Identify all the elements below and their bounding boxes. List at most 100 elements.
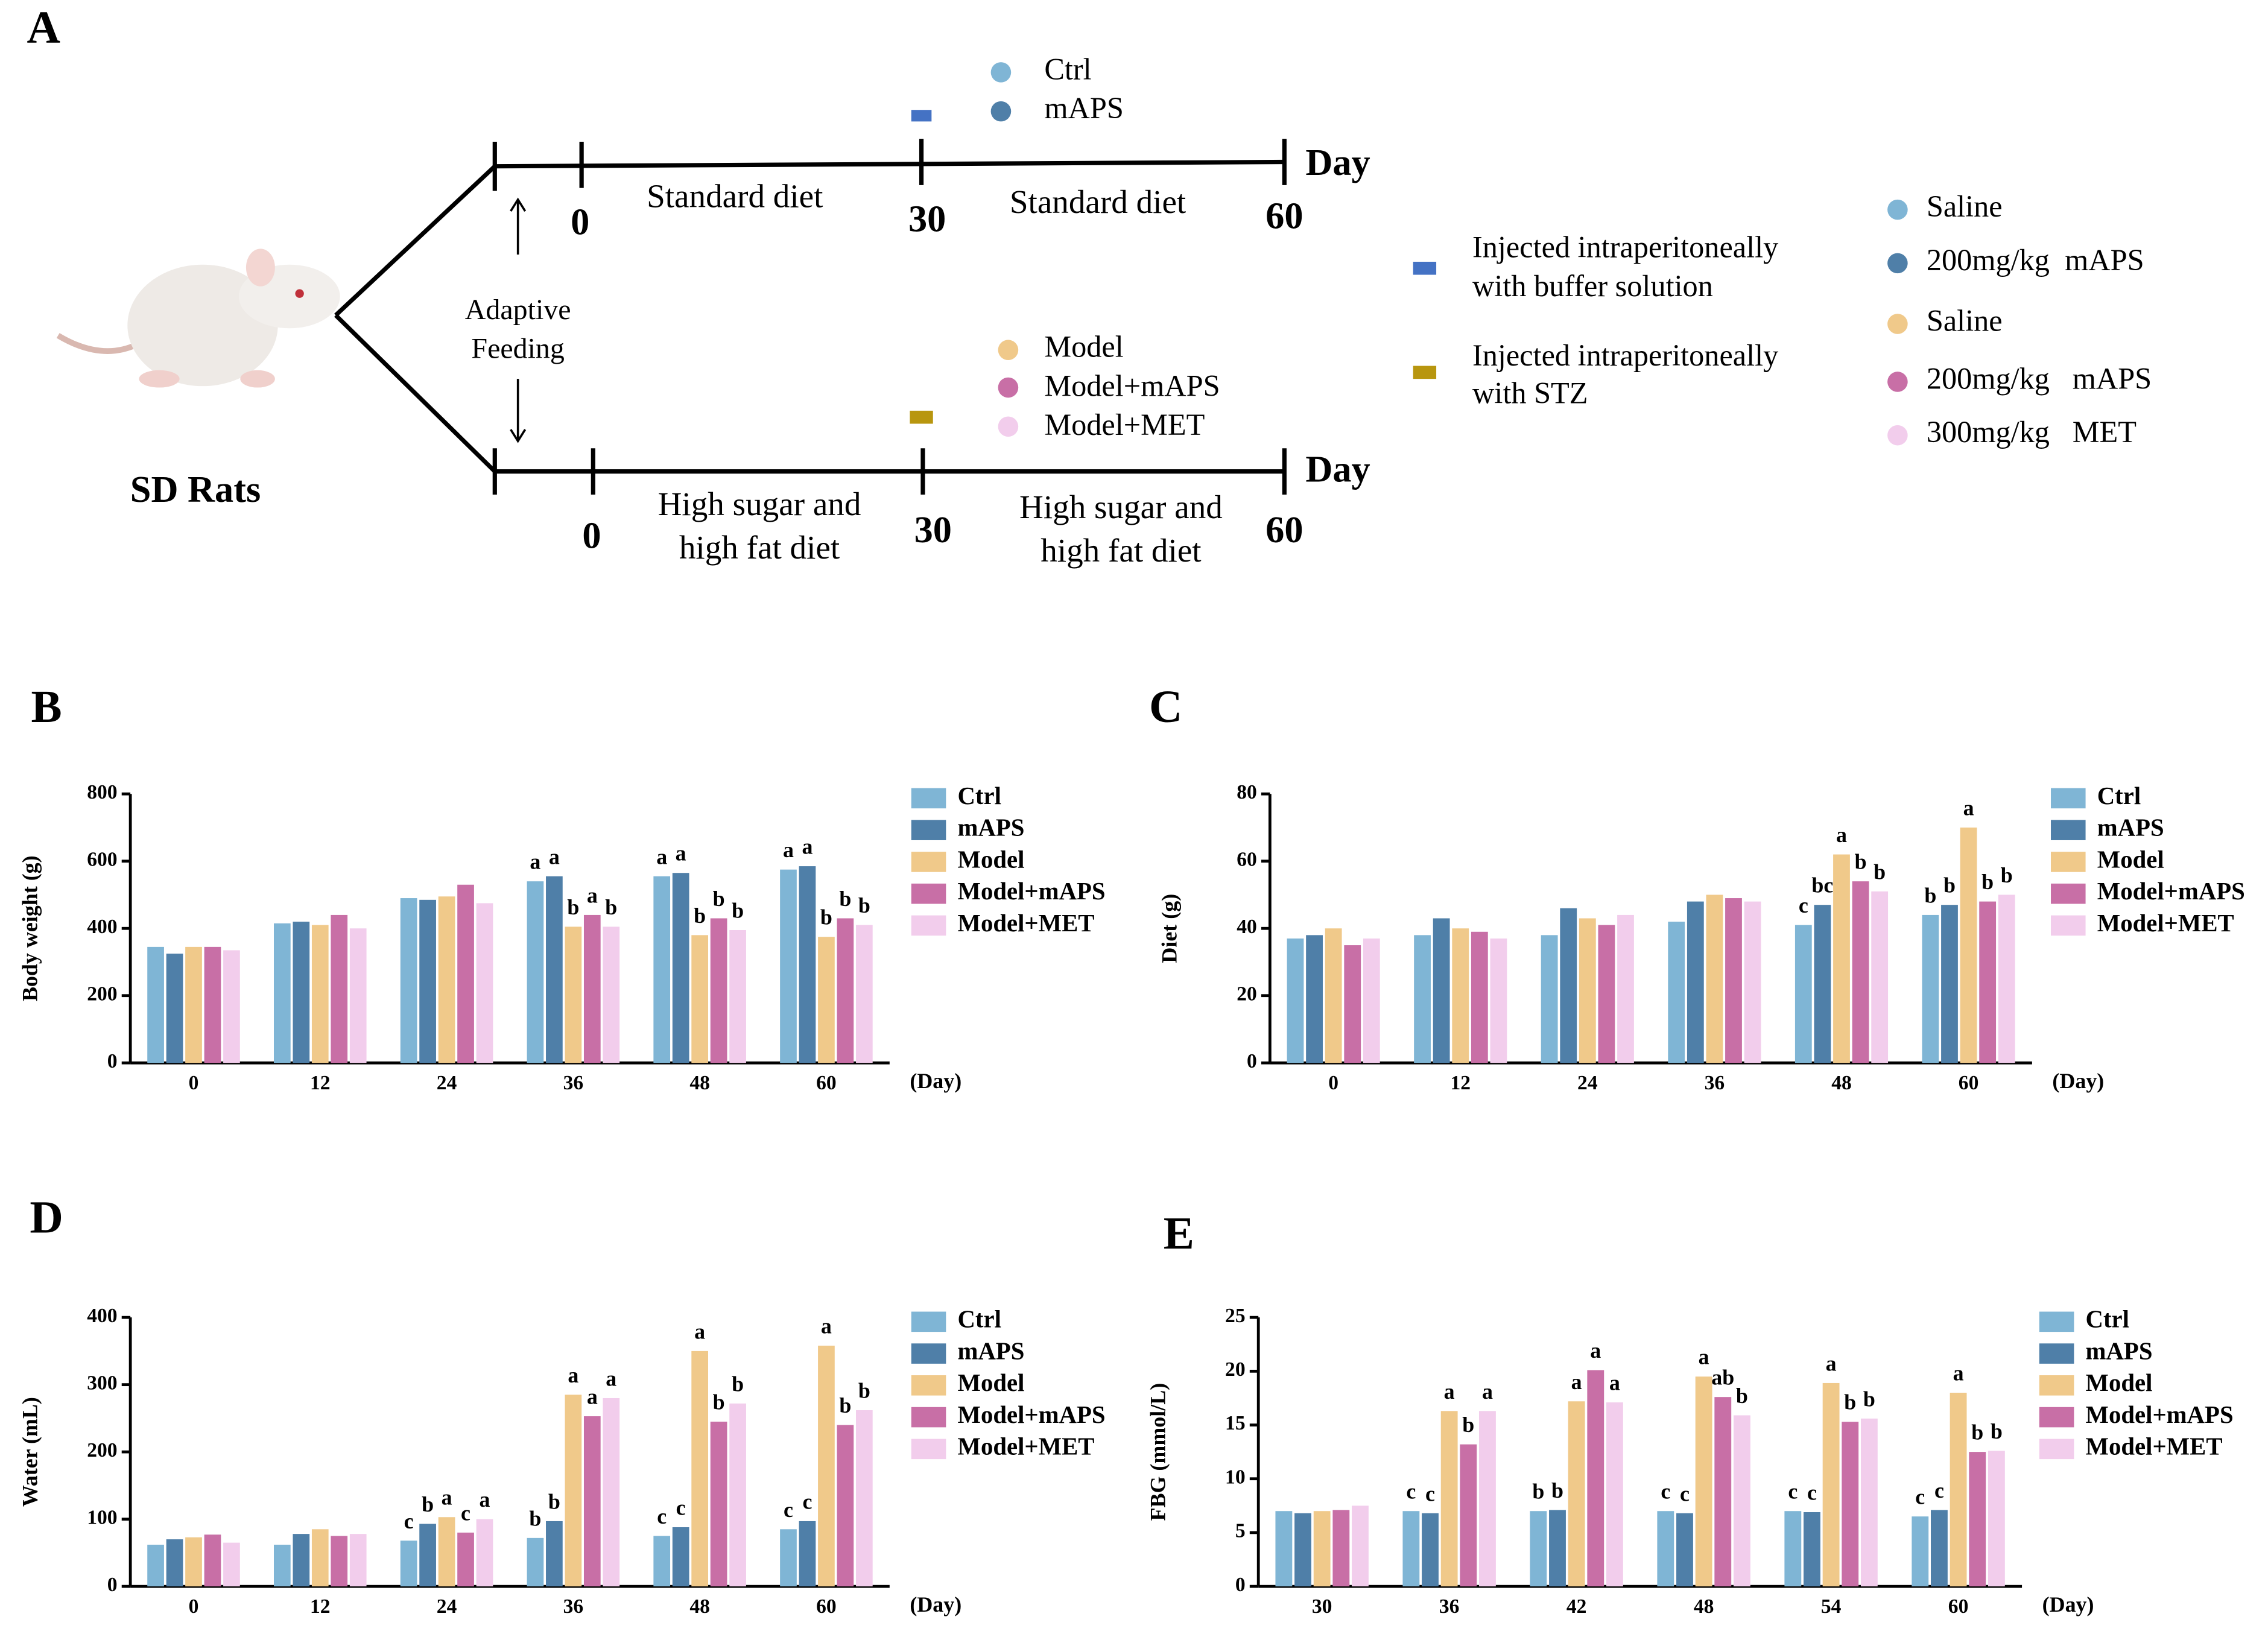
significance-label: a — [587, 883, 598, 907]
significance-label: a — [802, 835, 812, 859]
y-tick-label: 25 — [1225, 1305, 1246, 1327]
significance-label: a — [1699, 1345, 1709, 1369]
significance-label: c — [1425, 1481, 1435, 1506]
group-dots — [990, 62, 1908, 446]
panel-label: E — [1164, 1208, 1194, 1259]
bar — [1332, 1510, 1350, 1587]
y-tick-label: 300 — [87, 1372, 117, 1394]
significance-label: a — [606, 1366, 616, 1390]
bar — [204, 1534, 221, 1587]
bar — [400, 1540, 417, 1587]
x-tick-label: 12 — [310, 1072, 331, 1094]
significance-label: b — [567, 895, 579, 919]
bar — [837, 918, 854, 1063]
significance-label: a — [568, 1363, 578, 1387]
rat-illustration — [56, 249, 340, 388]
bar — [527, 881, 544, 1063]
legend-swatch — [911, 1311, 946, 1332]
y-tick-label: 60 — [1237, 848, 1257, 870]
significance-label: a — [1953, 1361, 1964, 1385]
bar — [147, 946, 164, 1063]
schematic-text: High sugar and — [658, 486, 861, 522]
legend-label: mAPS — [958, 1337, 1025, 1364]
significance-label: b — [1874, 860, 1886, 884]
x-axis-title: (Day) — [910, 1069, 961, 1093]
bar — [1530, 1511, 1547, 1587]
x-axis-title: (Day) — [910, 1592, 961, 1616]
legend-swatch — [2051, 788, 2086, 809]
bar — [1617, 914, 1634, 1063]
x-tick-label: 0 — [189, 1595, 199, 1618]
bar — [1744, 901, 1761, 1063]
bar — [729, 1403, 746, 1587]
significance-label: c — [784, 1498, 793, 1522]
legend-label: Model+MET — [2086, 1433, 2223, 1460]
y-tick-label: 0 — [107, 1050, 118, 1072]
legend-swatch — [2051, 852, 2086, 872]
legend-swatch — [2051, 820, 2086, 840]
schematic-text: SD Rats — [130, 469, 261, 510]
bar — [837, 1425, 854, 1587]
legend-label: Model+MET — [958, 910, 1095, 937]
bar — [438, 896, 455, 1063]
significance-label: b — [839, 1393, 851, 1417]
significance-label: a — [1571, 1370, 1582, 1394]
significance-label: a — [1836, 823, 1847, 847]
bar — [603, 926, 620, 1063]
bar — [1842, 1422, 1859, 1587]
significance-label: b — [1462, 1413, 1474, 1437]
legend-swatch — [2039, 1375, 2074, 1396]
legend-label: Ctrl — [2086, 1306, 2129, 1333]
schematic-text: Injected intraperitoneally — [1472, 230, 1778, 264]
legend-swatch — [2051, 883, 2086, 904]
bar — [223, 1542, 240, 1587]
significance-label: b — [422, 1492, 434, 1516]
x-tick-label: 0 — [1328, 1072, 1338, 1094]
schematic-text: 60 — [1265, 509, 1303, 551]
bar — [274, 923, 291, 1063]
schematic-text: Saline — [1927, 189, 2003, 223]
schematic-text: Model+MET — [1044, 408, 1205, 442]
bar — [1414, 935, 1431, 1063]
bar — [1922, 914, 1939, 1063]
schematic-text: Feeding — [471, 333, 564, 365]
bar — [1794, 925, 1812, 1063]
bar — [1969, 1452, 1986, 1587]
schematic-text: Model — [1044, 330, 1123, 364]
x-tick-label: 36 — [563, 1595, 584, 1618]
bar — [1560, 908, 1577, 1063]
significance-label: c — [1934, 1478, 1944, 1502]
y-tick-label: 20 — [1225, 1358, 1246, 1381]
x-tick-label: 0 — [189, 1072, 199, 1094]
bar — [185, 1537, 202, 1587]
significance-label: c — [404, 1509, 414, 1533]
schematic-text: 0 — [582, 515, 601, 557]
bar — [274, 1544, 291, 1587]
legend-label: Model+MET — [958, 1433, 1095, 1460]
y-tick-label: 200 — [87, 1439, 117, 1461]
significance-label: a — [1590, 1338, 1601, 1363]
significance-label: ab — [1711, 1366, 1734, 1390]
bar — [457, 1532, 474, 1587]
bar — [166, 954, 183, 1063]
bar — [1479, 1411, 1496, 1587]
y-axis-title: Water (mL) — [17, 1397, 42, 1507]
bar — [1541, 935, 1558, 1063]
legend-label: Ctrl — [958, 782, 1001, 809]
bar — [1706, 894, 1723, 1063]
bar — [818, 1345, 835, 1587]
significance-label: b — [1971, 1420, 1983, 1445]
stz-legend-marker — [1413, 366, 1437, 379]
significance-label: a — [587, 1385, 598, 1409]
significance-label: b — [1924, 883, 1936, 907]
bar — [710, 1421, 727, 1587]
schematic-text: 30 — [914, 509, 952, 551]
y-tick-label: 20 — [1237, 983, 1257, 1005]
bar — [546, 876, 563, 1063]
significance-label: b — [1736, 1384, 1748, 1408]
bar — [672, 1527, 689, 1587]
bar — [1687, 901, 1704, 1063]
bar — [710, 918, 727, 1063]
schematic-text: Ctrl — [1044, 52, 1091, 86]
